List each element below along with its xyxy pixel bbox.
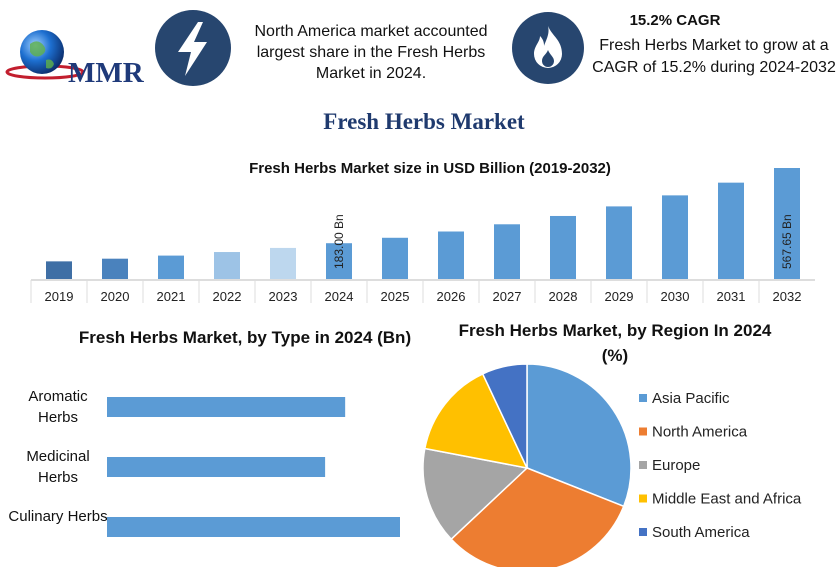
cagr-title: 15.2% CAGR	[629, 12, 721, 29]
legend-swatch	[639, 461, 647, 469]
pie-slice	[422, 447, 529, 541]
bar	[214, 252, 240, 279]
legend-label: North America	[652, 424, 748, 441]
bar	[606, 206, 632, 279]
x-tick-label: 2027	[493, 289, 522, 304]
bar	[662, 195, 688, 279]
bar	[107, 457, 326, 477]
bar	[382, 237, 408, 279]
bar	[326, 243, 352, 279]
bar	[270, 247, 296, 279]
main-title: Fresh Herbs Market	[323, 109, 525, 134]
bar	[550, 215, 576, 279]
x-tick-label: 2026	[437, 289, 466, 304]
bar	[494, 224, 520, 279]
pie-slice	[450, 467, 625, 567]
x-tick-label: 2029	[605, 289, 634, 304]
x-tick-label: 2019	[45, 289, 74, 304]
legend-label: Asia Pacific	[652, 390, 730, 407]
x-tick-label: 2024	[325, 289, 354, 304]
x-tick-label: 2020	[101, 289, 130, 304]
cagr-text: Fresh Herbs Market to grow at a CAGR of …	[592, 37, 836, 76]
chart-title: Fresh Herbs Market size in USD Billion (…	[249, 160, 611, 177]
logo-text: MMR	[68, 57, 145, 89]
legend-swatch	[639, 394, 647, 402]
x-tick-label: 2023	[269, 289, 298, 304]
legend-swatch	[639, 494, 647, 503]
legend-label: South America	[652, 524, 750, 541]
legend-label: Middle East and Africa	[652, 491, 802, 508]
bar	[107, 397, 346, 417]
y-tick-label: Aromatic Herbs	[28, 388, 88, 426]
bar	[438, 231, 464, 279]
value-label: 183.00 Bn	[332, 214, 346, 269]
bar	[46, 261, 72, 279]
x-tick-label: 2022	[213, 289, 242, 304]
pie-slice	[526, 363, 632, 508]
x-tick-label: 2030	[661, 289, 690, 304]
logo: MMR	[5, 30, 145, 89]
chart-title: Fresh Herbs Market, by Type in 2024 (Bn)	[78, 328, 412, 347]
value-label: 567.65 Bn	[780, 214, 794, 269]
legend-swatch	[639, 427, 647, 436]
bar	[102, 258, 128, 279]
bar	[158, 255, 184, 279]
bar	[718, 182, 744, 279]
bar	[774, 168, 800, 279]
y-tick-label: Medicinal Herbs	[26, 448, 90, 486]
y-tick-label: Culinary Herbs	[8, 508, 108, 525]
x-tick-label: 2025	[381, 289, 410, 304]
x-tick-label: 2028	[549, 289, 578, 304]
legend-label: Europe	[652, 457, 700, 474]
pie-slice	[481, 363, 528, 469]
icon-lightning	[155, 10, 231, 86]
legend-swatch	[639, 528, 647, 536]
highlight-text: North America market accounted largest s…	[254, 23, 488, 82]
x-tick-label: 2032	[773, 289, 802, 304]
chart-title: Fresh Herbs Market, by Region In 2024 (%…	[458, 321, 772, 365]
x-tick-label: 2031	[717, 289, 746, 304]
x-tick-label: 2021	[157, 289, 186, 304]
bar	[107, 517, 400, 537]
icon-flame	[512, 12, 584, 84]
pie-slice	[423, 372, 529, 470]
